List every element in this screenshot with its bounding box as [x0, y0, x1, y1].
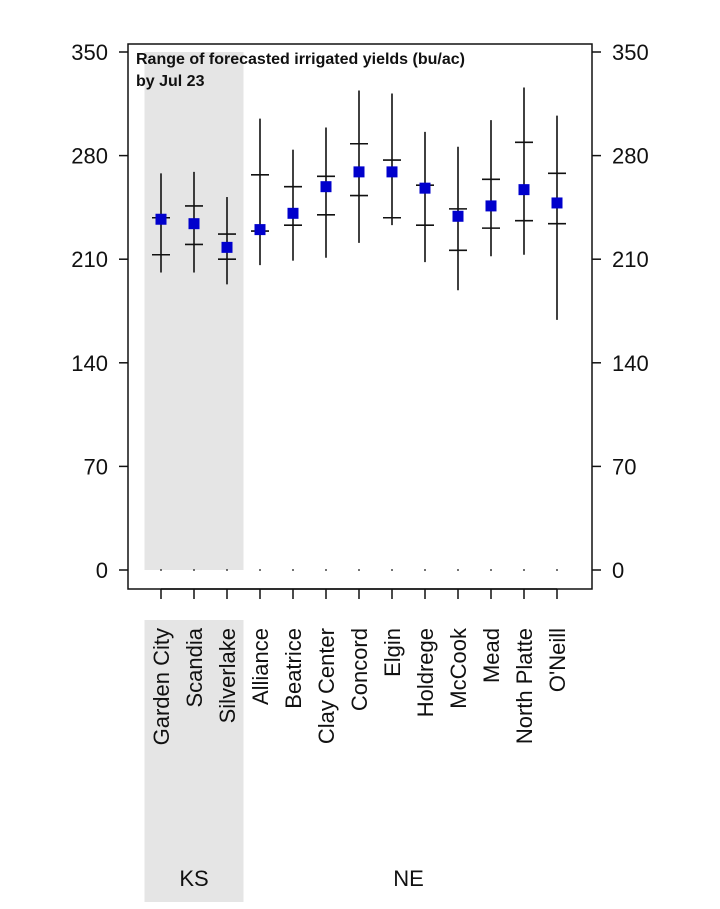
- y-tick-label-left: 0: [96, 558, 108, 583]
- baseline-dot: [358, 569, 360, 571]
- y-tick-label-left: 210: [71, 247, 108, 272]
- median-marker: [320, 181, 332, 193]
- median-marker: [419, 182, 431, 194]
- category-label: McCook: [446, 627, 471, 709]
- median-marker: [485, 200, 497, 212]
- median-marker: [287, 207, 299, 219]
- baseline-dot: [490, 569, 492, 571]
- y-tick-label-left: 140: [71, 351, 108, 376]
- group-label-ks: KS: [179, 866, 208, 891]
- group-label-shade-ks: [144, 620, 244, 902]
- category-label: Garden City: [149, 628, 174, 745]
- category-label: Concord: [347, 628, 372, 711]
- category-label: O'Neill: [545, 628, 570, 692]
- median-marker: [452, 210, 464, 222]
- baseline-dot: [226, 569, 228, 571]
- category-label: Beatrice: [281, 628, 306, 709]
- baseline-dot: [259, 569, 261, 571]
- category-label: Elgin: [380, 628, 405, 677]
- chart-title: Range of forecasted irrigated yields (bu…: [136, 51, 465, 90]
- marks-layer: [152, 87, 566, 320]
- y-tick-label-right: 210: [612, 247, 649, 272]
- group-shade-layer: [144, 52, 244, 902]
- median-marker: [353, 166, 365, 178]
- median-marker: [551, 197, 563, 209]
- y-tick-label-left: 350: [71, 40, 108, 65]
- axes-layer: 0 0 70 70 140 140 210 210 280 280 350 350: [71, 40, 649, 599]
- category-label: North Platte: [512, 628, 537, 744]
- chart-title-line-1: Range of forecasted irrigated yields (bu…: [136, 51, 465, 68]
- median-marker: [155, 213, 167, 225]
- baseline-dot: [292, 569, 294, 571]
- y-tick-label-left: 70: [84, 454, 108, 479]
- median-marker: [386, 166, 398, 178]
- group-shade-ks: [144, 52, 244, 570]
- y-tick-label-right: 70: [612, 454, 636, 479]
- category-labels: Garden City Scandia Silverlake Alliance Beat…: [149, 627, 570, 745]
- median-marker: [254, 224, 266, 236]
- category-label: Clay Center: [314, 628, 339, 744]
- y-tick-label-right: 140: [612, 351, 649, 376]
- category-label: Mead: [479, 628, 504, 683]
- baseline-dot: [457, 569, 459, 571]
- baseline-dot: [556, 569, 558, 571]
- baseline-dot: [391, 569, 393, 571]
- baseline-dot: [523, 569, 525, 571]
- category-label: Silverlake: [215, 628, 240, 723]
- baseline-dot: [160, 569, 162, 571]
- median-marker: [221, 241, 233, 253]
- baseline-dot: [424, 569, 426, 571]
- baseline-dot: [325, 569, 327, 571]
- category-label: Holdrege: [413, 628, 438, 717]
- y-tick-label-left: 280: [71, 144, 108, 169]
- median-marker: [518, 184, 530, 196]
- category-label: Scandia: [182, 627, 207, 707]
- group-labels: KS NE: [179, 866, 423, 891]
- y-tick-label-right: 280: [612, 144, 649, 169]
- y-tick-label-right: 350: [612, 40, 649, 65]
- category-label: Alliance: [248, 628, 273, 705]
- group-label-ne: NE: [393, 866, 424, 891]
- chart-title-line-2: by Jul 23: [136, 73, 205, 90]
- baseline-dot: [193, 569, 195, 571]
- y-tick-label-right: 0: [612, 558, 624, 583]
- median-marker: [188, 218, 200, 230]
